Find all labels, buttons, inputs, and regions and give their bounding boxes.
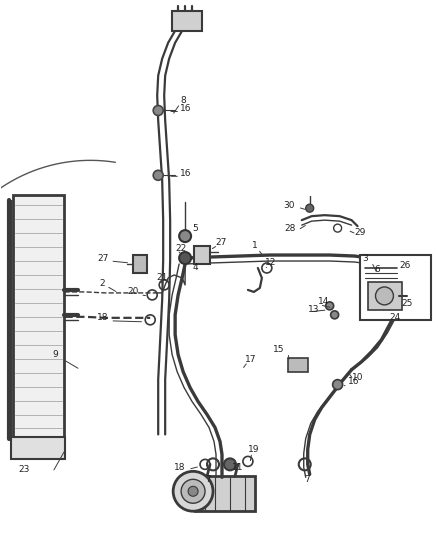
Text: 13: 13	[308, 305, 319, 314]
Text: 24: 24	[389, 313, 401, 322]
Bar	[172, 11, 202, 31]
Bar	[194, 246, 210, 264]
Text: 15: 15	[273, 345, 285, 354]
Bar	[195, 477, 255, 511]
Text: 7: 7	[304, 475, 310, 484]
Text: 19: 19	[248, 445, 259, 454]
Text: 16: 16	[348, 377, 359, 386]
Circle shape	[224, 458, 236, 470]
Text: 27: 27	[215, 238, 226, 247]
Text: 7: 7	[205, 475, 211, 484]
Circle shape	[326, 302, 334, 310]
Circle shape	[188, 486, 198, 496]
Circle shape	[331, 311, 339, 319]
Bar	[133, 255, 147, 273]
Circle shape	[179, 230, 191, 242]
Text: 4: 4	[192, 263, 198, 272]
Circle shape	[153, 171, 163, 180]
Text: 12: 12	[265, 257, 276, 266]
Text: 10: 10	[352, 373, 363, 382]
Circle shape	[332, 379, 343, 390]
Circle shape	[153, 106, 163, 116]
Text: 5: 5	[192, 224, 198, 232]
Text: 3: 3	[363, 254, 368, 263]
Text: 16: 16	[180, 104, 191, 113]
Text: 18: 18	[97, 313, 108, 322]
Text: 16: 16	[180, 169, 191, 178]
Text: 1: 1	[252, 240, 258, 249]
Text: 17: 17	[245, 355, 256, 364]
Text: 8: 8	[180, 96, 186, 105]
Text: 23: 23	[19, 465, 30, 474]
Text: 25: 25	[401, 300, 413, 309]
Text: 14: 14	[318, 297, 329, 306]
Text: 22: 22	[175, 244, 187, 253]
Text: 6: 6	[374, 265, 380, 274]
Text: 29: 29	[355, 228, 366, 237]
Text: 28: 28	[284, 224, 296, 232]
Bar	[13, 195, 64, 445]
Text: 26: 26	[399, 261, 411, 270]
Text: 21: 21	[156, 273, 168, 282]
Text: 2: 2	[100, 279, 106, 288]
Text: 18: 18	[173, 463, 185, 472]
Circle shape	[181, 479, 205, 503]
Bar	[11, 438, 66, 459]
Text: 9: 9	[53, 350, 58, 359]
Bar	[360, 255, 431, 320]
Text: 11: 11	[232, 463, 244, 472]
Circle shape	[179, 252, 191, 264]
Circle shape	[173, 471, 213, 511]
Circle shape	[375, 287, 393, 305]
Bar	[288, 358, 308, 372]
Circle shape	[306, 204, 314, 212]
Text: 27: 27	[97, 254, 108, 263]
Bar	[367, 282, 403, 310]
Text: 30: 30	[283, 201, 295, 209]
Text: 20: 20	[127, 287, 138, 296]
